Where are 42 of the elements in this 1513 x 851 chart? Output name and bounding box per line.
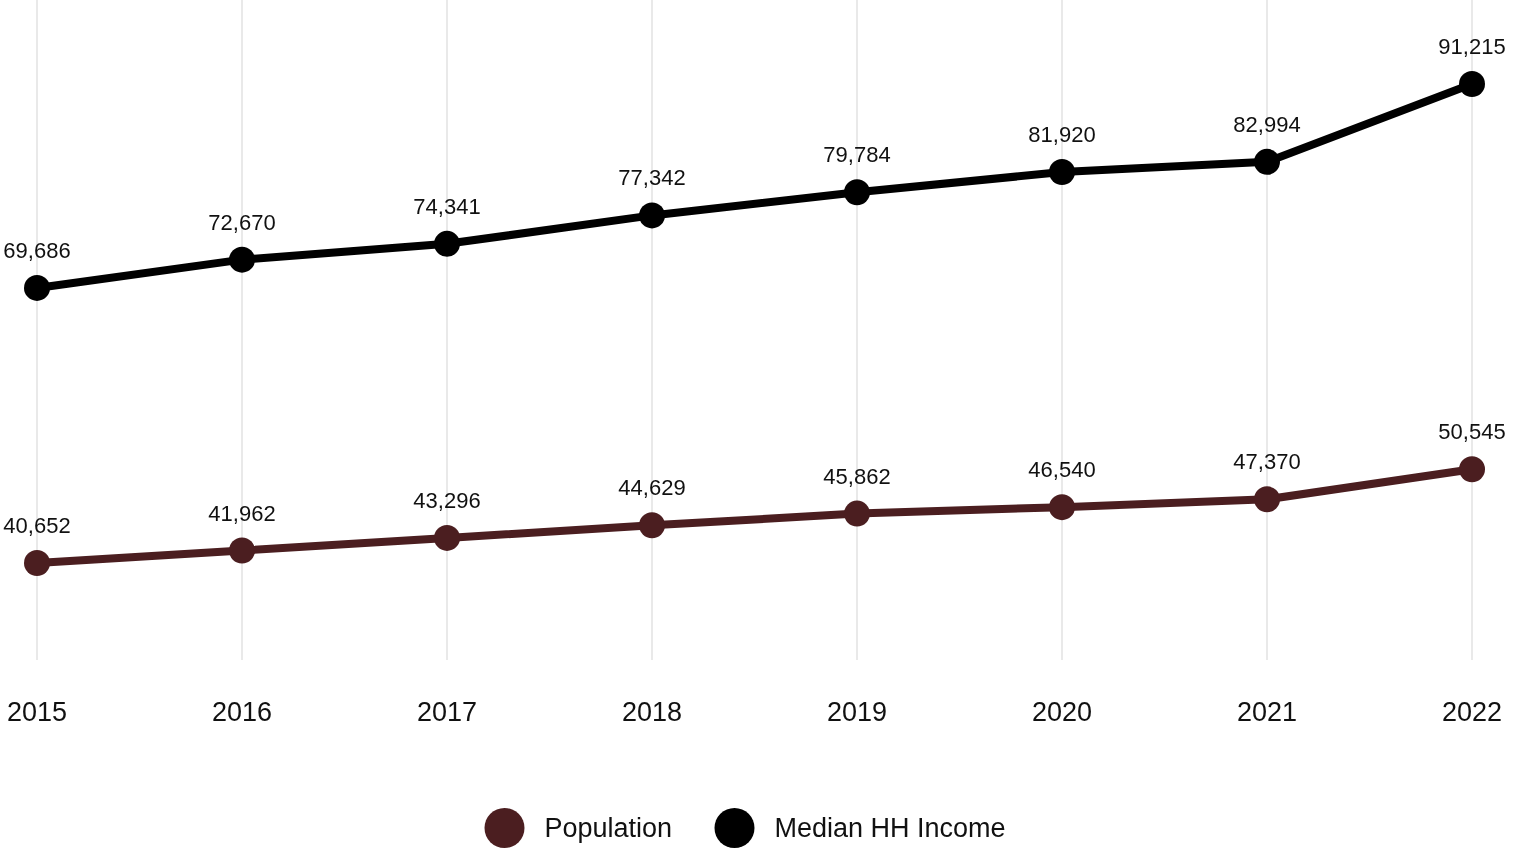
- data-label: 45,862: [823, 463, 891, 489]
- legend-label: Population: [544, 813, 673, 843]
- data-label: 74,341: [413, 193, 481, 219]
- point: [434, 230, 460, 257]
- data-label: 77,342: [618, 165, 686, 191]
- point: [1049, 494, 1075, 521]
- x-tick-label: 2020: [1031, 697, 1093, 727]
- point: [1254, 486, 1280, 513]
- data-label: 72,670: [208, 209, 276, 235]
- x-tick-label: 2019: [826, 697, 888, 727]
- x-tick-label: 2015: [6, 697, 68, 727]
- x-tick-label: 2016: [211, 697, 273, 727]
- data-label: 43,296: [413, 487, 481, 513]
- point: [844, 500, 870, 527]
- point: [229, 246, 255, 273]
- x-tick-label: 2017: [416, 697, 478, 727]
- x-tick-label: 2022: [1441, 697, 1503, 727]
- data-label: 40,652: [3, 512, 71, 538]
- point: [434, 524, 460, 551]
- data-label: 44,629: [618, 475, 686, 501]
- data-label: 50,545: [1438, 419, 1506, 445]
- point: [1254, 148, 1280, 175]
- data-label: 47,370: [1233, 449, 1301, 475]
- data-label: 69,686: [3, 237, 71, 263]
- point: [24, 274, 50, 301]
- point: [1459, 71, 1485, 97]
- data-label: 41,962: [208, 500, 276, 526]
- data-label: 82,994: [1233, 111, 1301, 137]
- x-tick-label: 2021: [1236, 697, 1298, 727]
- x-tick-label: 2018: [621, 697, 683, 727]
- point: [24, 549, 50, 576]
- data-label: 81,920: [1028, 122, 1096, 148]
- point: [844, 179, 870, 206]
- data-label: 46,540: [1028, 457, 1096, 483]
- point: [639, 202, 665, 229]
- point: [1459, 456, 1485, 483]
- data-label: 91,215: [1438, 34, 1506, 59]
- legend-label: Median HH Income: [774, 813, 1006, 843]
- data-label: 79,784: [823, 142, 891, 168]
- point: [1049, 159, 1075, 186]
- point: [639, 512, 665, 539]
- point: [229, 537, 255, 564]
